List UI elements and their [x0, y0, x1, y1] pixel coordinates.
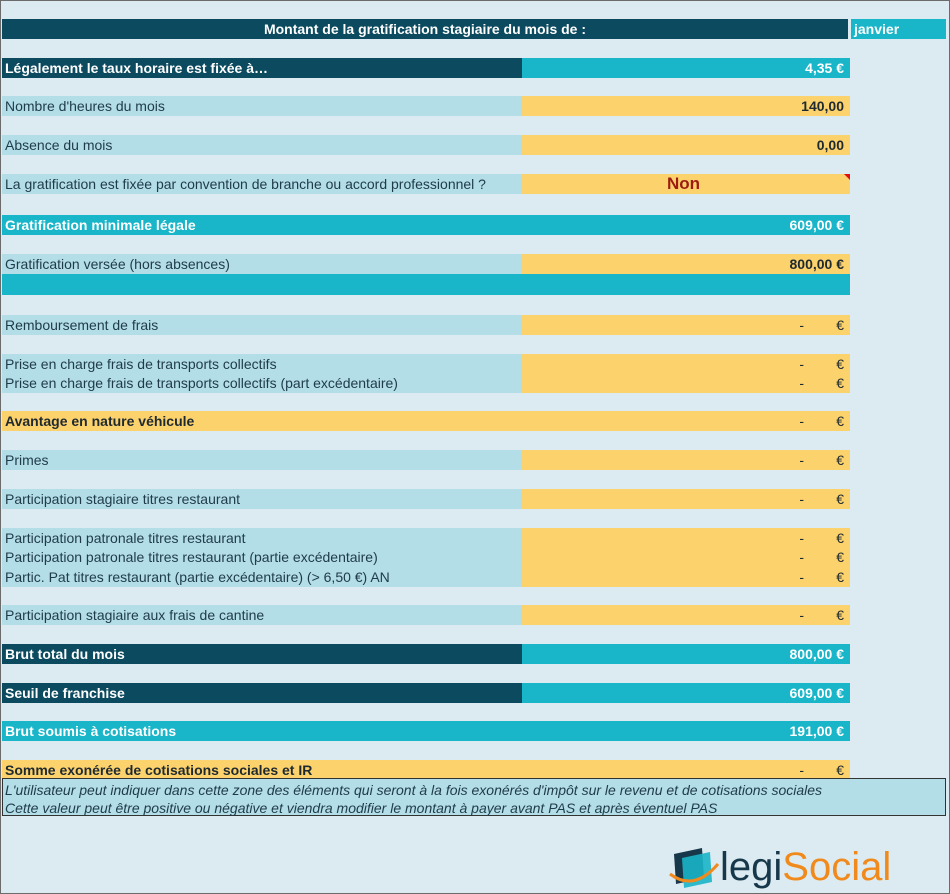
label-somme-exoneree: Somme exonérée de cotisations sociales e… [2, 760, 522, 780]
input-gratification-versee[interactable]: 800,00 € [522, 254, 850, 274]
input-avantage-nature[interactable]: - € [522, 411, 850, 431]
month-cell[interactable]: janvier [851, 19, 946, 39]
input-cantine[interactable]: - € [522, 605, 850, 625]
label-tr-partic: Partic. Pat titres restaurant (partie ex… [2, 567, 522, 587]
legisocial-logo-icon [669, 848, 720, 888]
label-taux-horaire: Légalement le taux horaire est fixée à… [2, 58, 522, 78]
row-transports-excedentaire: Prise en charge frais de transports coll… [2, 373, 850, 393]
label-gratification-minimale: Gratification minimale légale [2, 215, 522, 235]
input-absence[interactable]: 0,00 [522, 135, 850, 155]
row-gratification-versee: Gratification versée (hors absences) 800… [2, 254, 850, 274]
row-primes: Primes - € [2, 450, 850, 470]
label-brut-total: Brut total du mois [2, 644, 522, 664]
input-somme-exoneree[interactable]: - € [522, 760, 850, 780]
note-line-2: Cette valeur peut être positive ou négat… [5, 800, 718, 816]
row-gratification-minimale: Gratification minimale légale 609,00 € [2, 215, 850, 235]
label-primes: Primes [2, 450, 522, 470]
row-brut-total: Brut total du mois 800,00 € [2, 644, 850, 664]
label-brut-soumis: Brut soumis à cotisations [2, 721, 522, 741]
label-tr-patronale-excedentaire: Participation patronale titres restauran… [2, 547, 522, 567]
row-convention: La gratification est fixée par conventio… [2, 174, 850, 194]
input-transports-excedentaire[interactable]: - € [522, 373, 850, 393]
label-remboursement-frais: Remboursement de frais [2, 315, 522, 335]
label-tr-patronale: Participation patronale titres restauran… [2, 528, 522, 548]
input-heures[interactable]: 140,00 [522, 96, 850, 116]
legisocial-logo: legiSocial [668, 843, 891, 891]
row-somme-exoneree: Somme exonérée de cotisations sociales e… [2, 760, 850, 780]
row-tr-patronale-excedentaire: Participation patronale titres restauran… [2, 547, 850, 567]
select-convention[interactable]: Non [522, 174, 850, 194]
comment-indicator-icon[interactable] [844, 174, 850, 180]
row-taux-horaire: Légalement le taux horaire est fixée à… … [2, 58, 850, 78]
label-seuil-franchise: Seuil de franchise [2, 683, 522, 703]
row-cantine: Participation stagiaire aux frais de can… [2, 605, 850, 625]
label-cantine: Participation stagiaire aux frais de can… [2, 605, 522, 625]
value-taux-horaire: 4,35 € [522, 58, 850, 78]
legisocial-logo-text: legiSocial [720, 844, 892, 889]
value-brut-soumis: 191,00 € [522, 721, 850, 741]
row-tr-patronale: Participation patronale titres restauran… [2, 528, 850, 548]
input-tr-stagiaire[interactable]: - € [522, 489, 850, 509]
value-gratification-minimale: 609,00 € [522, 215, 850, 235]
value-brut-total: 800,00 € [522, 644, 850, 664]
row-seuil-franchise: Seuil de franchise 609,00 € [2, 683, 850, 703]
input-tr-partic[interactable]: - € [522, 567, 850, 587]
label-transports: Prise en charge frais de transports coll… [2, 354, 522, 374]
input-remboursement-frais[interactable]: - € [522, 315, 850, 335]
page-title: Montant de la gratification stagiaire du… [2, 19, 848, 39]
label-tr-stagiaire: Participation stagiaire titres restauran… [2, 489, 522, 509]
input-tr-patronale-excedentaire[interactable]: - € [522, 547, 850, 567]
row-heures: Nombre d'heures du mois 140,00 [2, 96, 850, 116]
notes-box: L'utilisateur peut indiquer dans cette z… [2, 778, 946, 816]
input-tr-patronale[interactable]: - € [522, 528, 850, 548]
row-remboursement-frais: Remboursement de frais - € [2, 315, 850, 335]
label-avantage-nature: Avantage en nature véhicule [2, 411, 522, 431]
label-heures: Nombre d'heures du mois [2, 96, 522, 116]
input-transports[interactable]: - € [522, 354, 850, 374]
row-absence: Absence du mois 0,00 [2, 135, 850, 155]
input-primes[interactable]: - € [522, 450, 850, 470]
label-transports-excedentaire: Prise en charge frais de transports coll… [2, 373, 522, 393]
label-absence: Absence du mois [2, 135, 522, 155]
label-convention: La gratification est fixée par conventio… [2, 174, 522, 194]
row-tr-stagiaire: Participation stagiaire titres restauran… [2, 489, 850, 509]
row-transports: Prise en charge frais de transports coll… [2, 354, 850, 374]
value-seuil-franchise: 609,00 € [522, 683, 850, 703]
label-gratification-versee: Gratification versée (hors absences) [2, 254, 522, 274]
note-line-1: L'utilisateur peut indiquer dans cette z… [5, 782, 823, 798]
row-brut-soumis: Brut soumis à cotisations 191,00 € [2, 721, 850, 741]
select-convention-value: Non [667, 174, 701, 193]
row-tr-partic: Partic. Pat titres restaurant (partie ex… [2, 567, 850, 587]
section-divider [2, 274, 850, 295]
row-avantage-nature: Avantage en nature véhicule - € [2, 411, 850, 431]
